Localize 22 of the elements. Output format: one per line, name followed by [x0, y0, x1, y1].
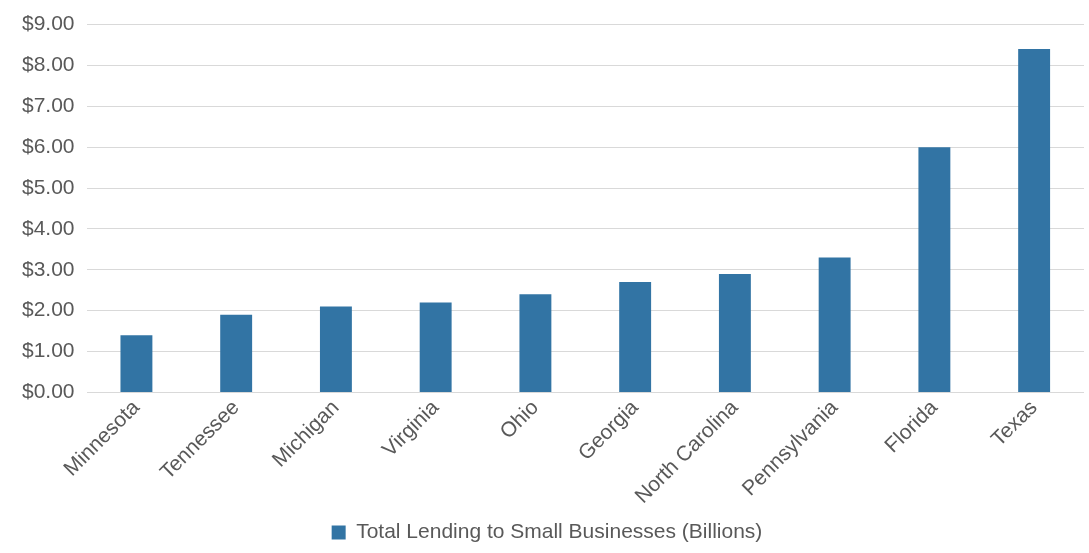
y-tick-label: $6.00: [21, 134, 75, 158]
y-tick-label: $9.00: [21, 11, 75, 35]
bar: [519, 294, 552, 392]
y-tick-label: $5.00: [21, 174, 75, 198]
bar: [419, 302, 452, 392]
bar: [220, 314, 253, 392]
bar: [718, 273, 751, 392]
y-tick-label: $3.00: [21, 256, 75, 280]
bar: [918, 147, 951, 392]
y-tick-label: $4.00: [21, 215, 75, 239]
bar: [818, 257, 851, 392]
y-tick-label: $7.00: [21, 93, 75, 117]
y-tick-label: $8.00: [21, 52, 75, 76]
bar: [319, 306, 352, 392]
bar: [619, 282, 652, 392]
bar: [1018, 49, 1051, 392]
x-tick-label: Ohio: [494, 395, 543, 443]
y-tick-label: $1.00: [21, 338, 75, 362]
legend-label: Total Lending to Small Businesses (Billions): [356, 519, 763, 543]
y-tick-label: $0.00: [21, 379, 75, 403]
bar: [120, 335, 153, 392]
y-tick-label: $2.00: [21, 297, 75, 321]
